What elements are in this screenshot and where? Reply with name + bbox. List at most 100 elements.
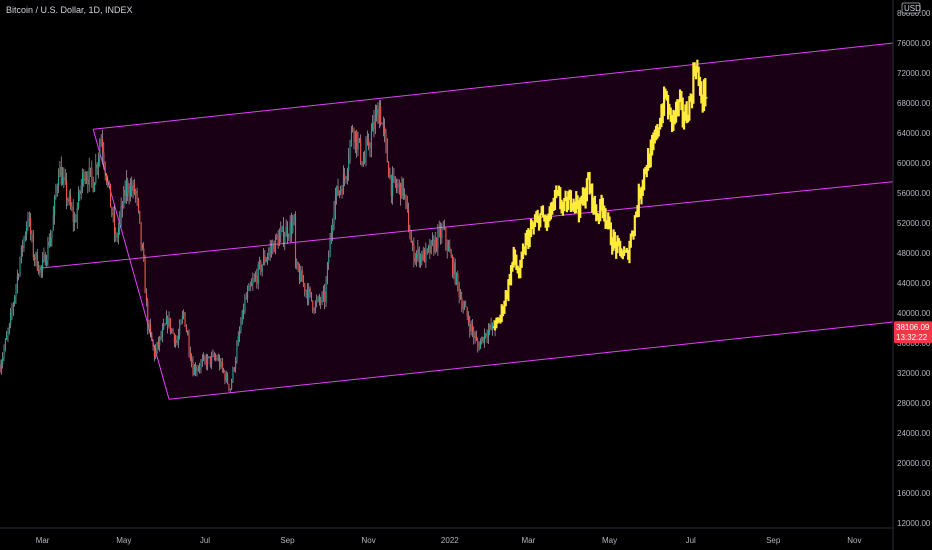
candle-body — [192, 362, 194, 376]
time-tick-label: Mar — [36, 536, 50, 545]
candle-body — [333, 210, 335, 224]
candle-body — [223, 368, 225, 373]
candle-body — [160, 336, 162, 338]
candle-body — [79, 191, 81, 195]
candle-body — [143, 248, 145, 261]
candle-body — [350, 129, 352, 142]
channel-lower-line[interactable] — [168, 321, 894, 400]
candle-body — [424, 249, 426, 263]
candle-body — [84, 178, 86, 181]
candle-body — [409, 231, 411, 239]
candle-body — [446, 242, 448, 251]
time-tick-label: Mar — [521, 536, 535, 545]
candle-body — [493, 323, 495, 330]
candle-body — [227, 374, 229, 384]
candle-body — [229, 388, 231, 390]
candle-body — [239, 331, 241, 336]
candle-body — [282, 226, 285, 243]
candle-body — [243, 310, 245, 313]
candle-body — [338, 191, 340, 195]
candle-body — [373, 121, 375, 130]
candle-body — [4, 339, 6, 349]
price-tick-label: 52000.00 — [897, 219, 931, 228]
candle-body — [382, 123, 384, 127]
candle-body — [248, 285, 250, 291]
candle-body — [310, 292, 313, 301]
candle-body — [24, 234, 26, 238]
candle-body — [421, 254, 423, 261]
candle-body — [259, 261, 261, 265]
candle-body — [437, 230, 439, 249]
parallel-channel[interactable] — [41, 42, 894, 400]
price-tick-label: 80000.00 — [897, 9, 931, 18]
candle-body — [32, 235, 34, 258]
candle-body — [10, 313, 12, 324]
price-axis[interactable]: 80000.00 76000.00 72000.00 68000.00 64000.00… — [897, 2, 931, 528]
candle-body — [86, 178, 88, 180]
candle-body — [121, 205, 124, 208]
candle-body — [71, 206, 73, 210]
candle-body — [481, 336, 483, 342]
candle-body — [389, 175, 391, 178]
candle-body — [475, 336, 478, 341]
candle-body — [352, 129, 354, 131]
candle-body — [450, 252, 452, 257]
candle-body — [428, 245, 430, 249]
currency-badge[interactable] — [901, 2, 921, 14]
candle-body — [63, 176, 65, 178]
channel-middle-line[interactable] — [41, 181, 894, 269]
candle-body — [447, 246, 450, 251]
candle-body — [290, 221, 293, 233]
candle-body — [144, 260, 146, 294]
candle-body — [112, 214, 114, 216]
symbol-title[interactable]: Bitcoin / U.S. Dollar, 1D, INDEX — [6, 5, 133, 15]
price-tick-label: 44000.00 — [897, 279, 931, 288]
candle-body — [200, 362, 202, 369]
candle-body — [370, 131, 372, 148]
time-axis[interactable]: Mar May Jul Sep Nov 2022 Mar May Jul Sep Nov — [36, 536, 862, 545]
candle-body — [293, 215, 295, 223]
candle-body — [412, 242, 414, 246]
candle-body — [161, 328, 163, 338]
candle-body — [149, 323, 151, 333]
channel-upper-line[interactable] — [93, 42, 894, 130]
candle-body — [39, 266, 41, 273]
candle-body — [201, 359, 203, 363]
candle-body — [445, 228, 447, 243]
candle-body — [261, 264, 263, 272]
candle-body — [236, 345, 238, 361]
candle-body — [372, 121, 374, 132]
candle-body — [211, 355, 213, 364]
candle-body — [330, 232, 332, 239]
candle-body — [233, 368, 235, 370]
candle-body — [429, 245, 431, 254]
candle-body — [332, 223, 334, 233]
candle-body — [461, 297, 463, 309]
price-tick-label: 24000.00 — [897, 429, 931, 438]
candle-body — [374, 114, 376, 130]
candle-body — [251, 283, 253, 287]
channel-edge-line[interactable] — [92, 129, 170, 400]
candle-body — [244, 298, 246, 313]
price-tick-label: 64000.00 — [897, 129, 931, 138]
candle-body — [408, 209, 410, 232]
price-tick-label: 16000.00 — [897, 489, 931, 498]
candle-body — [289, 221, 291, 237]
candle-body — [55, 190, 57, 197]
candle-body — [442, 226, 444, 229]
candle-body — [386, 142, 388, 163]
candle-body — [457, 273, 459, 284]
candle-body — [394, 176, 396, 185]
candle-body — [22, 245, 24, 249]
candle-body — [107, 181, 109, 183]
candle-body — [483, 333, 486, 343]
price-tick-label: 12000.00 — [897, 519, 931, 528]
time-tick-label: May — [602, 536, 617, 545]
candle-body — [398, 183, 400, 186]
candle-body — [87, 179, 89, 185]
candle-body — [171, 329, 173, 332]
candle-body — [97, 157, 100, 168]
candle-body — [43, 254, 45, 260]
candle-body — [141, 244, 144, 249]
